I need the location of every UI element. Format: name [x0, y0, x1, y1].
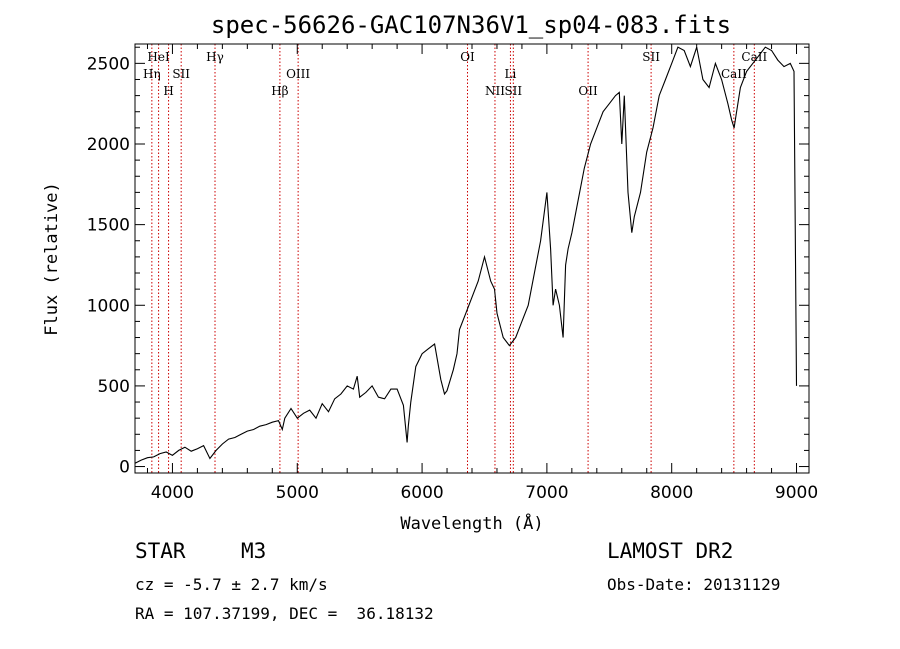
spectral-line-label: OII — [578, 84, 598, 98]
observation-date: Obs-Date: 20131129 — [607, 575, 781, 594]
y-tick-label: 0 — [119, 458, 130, 478]
coordinates: RA = 107.37199, DEC = 36.18132 — [135, 604, 434, 623]
spectral-line-label: Hη — [143, 67, 161, 81]
y-tick-label: 500 — [98, 377, 130, 397]
object-type: STAR — [135, 539, 186, 563]
x-tick-label: 4000 — [151, 483, 194, 503]
spectral-subclass: M3 — [241, 539, 267, 563]
spectral-line-label: NII — [485, 84, 505, 98]
x-tick-label: 5000 — [276, 483, 319, 503]
y-tick-label: 2500 — [87, 54, 130, 74]
axis-ticks: 4000 5000 6000 7000 8000 9000 0 500 1000 1500 2000… — [87, 44, 818, 503]
spectral-line-label: SII — [642, 50, 660, 64]
spectral-line-label: SII — [504, 84, 522, 98]
x-axis-label: Wavelength (Å) — [400, 512, 543, 534]
spectral-line-label: CaII — [741, 50, 767, 64]
x-tick-label: 7000 — [525, 483, 568, 503]
y-axis-label: Flux (relative) — [42, 182, 62, 336]
spectral-line-label: HeI — [147, 50, 170, 64]
plot-frame — [134, 43, 810, 474]
x-tick-label: 6000 — [400, 483, 443, 503]
y-tick-label: 2000 — [87, 135, 130, 155]
spectrum-line — [134, 46, 798, 464]
spectral-line-label: CaII — [721, 67, 747, 81]
spectral-line-label: Hβ — [271, 84, 288, 98]
chart-title: spec-56626-GAC107N36V1_sp04-083.fits — [211, 11, 731, 39]
survey-name: LAMOST DR2 — [607, 539, 734, 563]
spectral-line-label: Hγ — [206, 50, 224, 64]
line-markers — [151, 44, 755, 473]
x-tick-label: 9000 — [775, 483, 818, 503]
spectral-line-label: OI — [460, 50, 475, 64]
spectral-line-label: Li — [505, 67, 517, 81]
spectral-line-label: SII — [172, 67, 190, 81]
x-tick-label: 8000 — [650, 483, 693, 503]
redshift-velocity: cz = -5.7 ± 2.7 km/s — [135, 575, 328, 594]
y-tick-label: 1000 — [87, 296, 130, 316]
y-tick-label: 1500 — [87, 216, 130, 236]
spectral-line-label: OIII — [286, 67, 310, 81]
spectral-line-label: H — [163, 84, 173, 98]
